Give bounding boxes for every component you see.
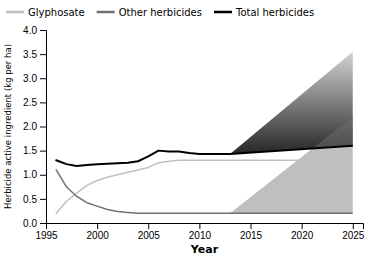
tick-mark (199, 223, 200, 229)
legend-item: Total herbicides (214, 7, 314, 18)
tick: 1.0 (23, 169, 46, 180)
tick-mark (40, 151, 46, 152)
projection-band (230, 117, 353, 214)
tick-label: 1995 (35, 230, 58, 241)
tick-label: 2010 (189, 230, 212, 241)
tick-mark (40, 127, 46, 128)
tick: 2000 (87, 223, 110, 241)
plot-area (56, 52, 353, 214)
tick-label: 3.5 (23, 49, 37, 60)
history-line (56, 160, 230, 213)
x-axis-title: Year (190, 243, 219, 256)
legend-item: Glyphosate (6, 7, 85, 18)
tick-label: 0.5 (23, 194, 37, 205)
tick: 2025 (342, 223, 365, 241)
tick: 2015 (240, 223, 263, 241)
legend-label: Other herbicides (119, 7, 202, 18)
legend-label: Glyphosate (28, 7, 85, 18)
tick: 1.5 (23, 145, 46, 156)
tick-label: 4.0 (23, 25, 37, 36)
y-axis-title: Herbicide active ingredient (kg per ha) (3, 44, 13, 209)
tick-mark (40, 199, 46, 200)
tick-label: 3.0 (23, 73, 37, 84)
tick-label: 2015 (240, 230, 263, 241)
tick-label: 2025 (342, 230, 365, 241)
legend-item: Other herbicides (97, 7, 202, 18)
legend-swatch (214, 11, 232, 14)
tick-mark (40, 223, 46, 224)
x-axis: 1995 2000 2005 2010 2015 2020 2025 (35, 223, 364, 241)
projection-band (230, 160, 353, 161)
tick: 0.5 (23, 194, 46, 205)
tick: 2.5 (23, 97, 46, 108)
tick-label: 2020 (291, 230, 314, 241)
legend: Glyphosate Other herbicides Total herbicid… (6, 7, 314, 18)
tick-label: 0.0 (23, 218, 37, 229)
tick-mark (40, 175, 46, 176)
tick: 2010 (189, 223, 212, 241)
tick: 2.0 (23, 121, 46, 132)
tick: 2020 (291, 223, 314, 241)
tick-mark (251, 223, 252, 229)
projection-line (230, 160, 353, 162)
tick: 4.0 (23, 25, 46, 36)
tick-label: 2005 (138, 230, 161, 241)
projection-line (230, 213, 353, 215)
tick: 0.0 (23, 218, 46, 229)
axis-line (47, 224, 364, 230)
tick-mark (97, 223, 98, 229)
tick-label: 2.0 (23, 121, 37, 132)
projection-line (230, 146, 353, 154)
tick: 3.0 (23, 73, 46, 84)
legend-swatch (97, 11, 115, 14)
tick-mark (40, 102, 46, 103)
legend-swatch (6, 11, 24, 14)
tick-label: 2000 (87, 230, 110, 241)
tick: 1995 (35, 223, 58, 241)
tick: 3.5 (23, 49, 46, 60)
axis-line (40, 31, 47, 224)
tick-mark (353, 223, 354, 229)
tick-mark (40, 78, 46, 79)
y-axis: 0.0 0.5 1.0 1.5 2.0 2.5 3.0 3.5 4.0 (23, 25, 46, 229)
tick-mark (302, 223, 303, 229)
legend-label: Total herbicides (235, 7, 314, 18)
history-line (56, 151, 230, 166)
tick-label: 1.0 (23, 169, 37, 180)
tick-mark (148, 223, 149, 229)
tick-label: 1.5 (23, 145, 37, 156)
tick: 2005 (138, 223, 161, 241)
history-line (56, 170, 230, 213)
tick-mark (40, 54, 46, 55)
tick-mark (40, 30, 46, 31)
chart: 1995 2000 2005 2010 2015 2020 2025 0.0 0.5 1.0 1.5… (0, 0, 375, 257)
tick-label: 2.5 (23, 97, 37, 108)
